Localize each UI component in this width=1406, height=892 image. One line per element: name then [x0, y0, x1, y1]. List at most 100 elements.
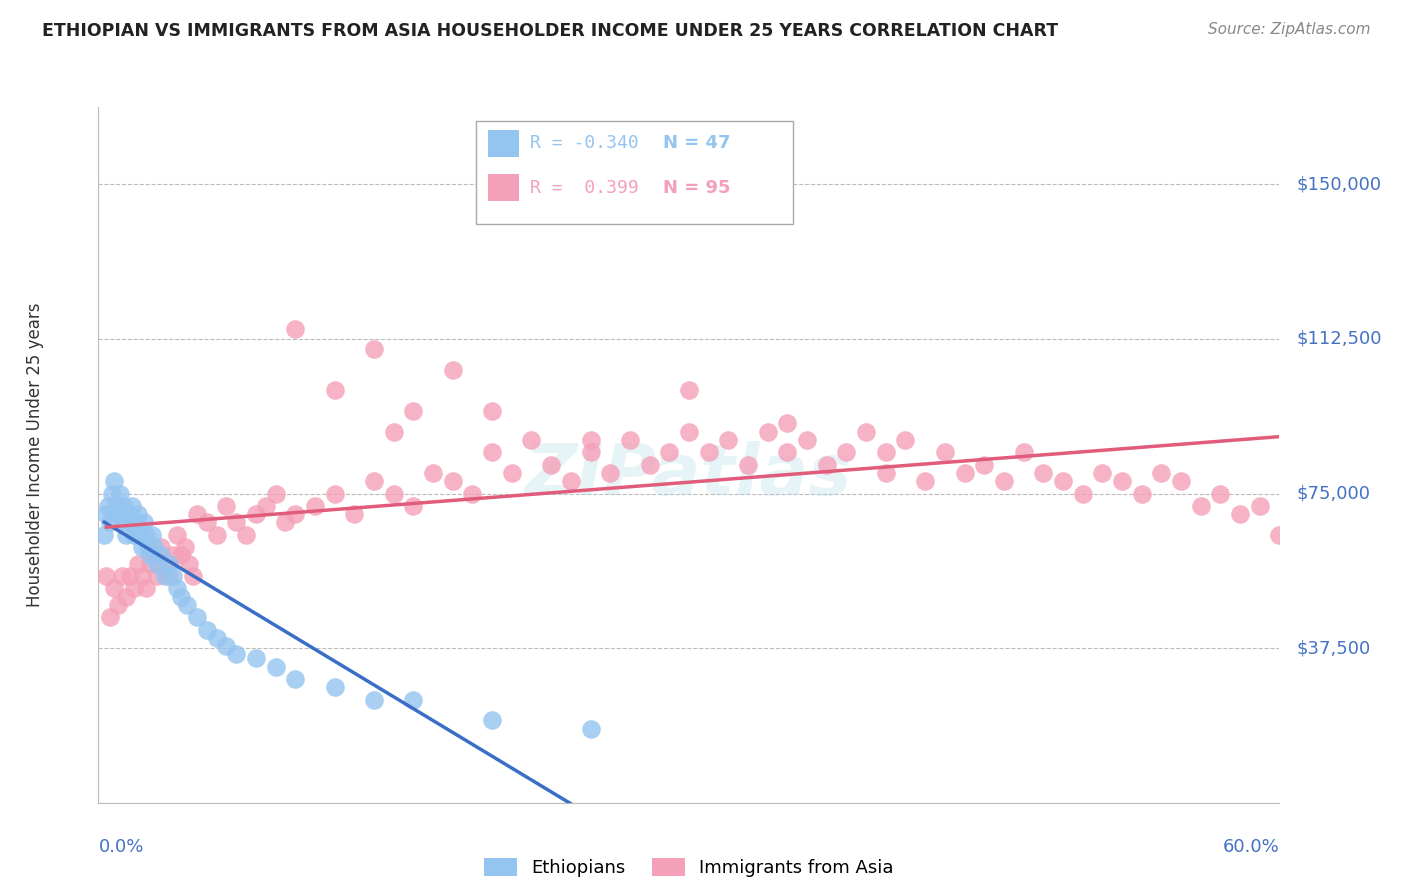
Point	[131, 540, 153, 554]
Point	[323, 384, 346, 398]
Point	[737, 458, 759, 472]
Text: ZIPatlas: ZIPatlas	[526, 442, 852, 510]
Point	[215, 639, 238, 653]
Point	[284, 507, 307, 521]
Point	[105, 499, 128, 513]
Point	[166, 528, 188, 542]
Point	[162, 569, 184, 583]
Point	[141, 528, 163, 542]
Point	[166, 582, 188, 596]
Point	[111, 516, 134, 530]
Point	[540, 458, 562, 472]
Point	[264, 659, 287, 673]
Text: Source: ZipAtlas.com: Source: ZipAtlas.com	[1208, 22, 1371, 37]
Point	[264, 486, 287, 500]
Point	[658, 445, 681, 459]
Point	[382, 486, 405, 500]
Point	[1150, 466, 1173, 480]
Point	[323, 681, 346, 695]
Point	[112, 499, 135, 513]
Point	[118, 569, 141, 583]
Point	[697, 445, 720, 459]
Point	[186, 507, 208, 521]
Point	[142, 549, 165, 563]
Point	[174, 540, 197, 554]
Point	[815, 458, 838, 472]
Point	[128, 528, 150, 542]
Point	[108, 486, 131, 500]
Point	[875, 466, 897, 480]
Point	[181, 569, 204, 583]
Point	[579, 445, 602, 459]
Point	[157, 569, 180, 583]
Point	[1091, 466, 1114, 480]
Point	[96, 569, 118, 583]
Point	[125, 516, 148, 530]
Point	[93, 528, 115, 542]
Point	[678, 384, 700, 398]
Point	[441, 474, 464, 488]
Point	[835, 445, 858, 459]
Point	[245, 507, 267, 521]
Point	[111, 569, 134, 583]
Point	[382, 425, 405, 439]
Text: R = -0.340: R = -0.340	[530, 135, 638, 153]
Text: R =  0.399: R = 0.399	[530, 179, 638, 197]
Point	[101, 486, 124, 500]
Point	[481, 445, 503, 459]
Point	[973, 458, 995, 472]
Point	[678, 425, 700, 439]
Point	[756, 425, 779, 439]
Point	[363, 474, 385, 488]
Point	[284, 672, 307, 686]
Point	[103, 474, 125, 488]
Legend: Ethiopians, Immigrants from Asia: Ethiopians, Immigrants from Asia	[477, 850, 901, 884]
Point	[323, 486, 346, 500]
Point	[96, 507, 118, 521]
Point	[107, 598, 129, 612]
Point	[599, 466, 621, 480]
Point	[176, 598, 198, 612]
Point	[146, 569, 169, 583]
Point	[118, 516, 141, 530]
Point	[579, 722, 602, 736]
Point	[402, 404, 425, 418]
Point	[1249, 499, 1271, 513]
Point	[776, 417, 799, 431]
Point	[422, 466, 444, 480]
Point	[132, 516, 155, 530]
Point	[150, 549, 173, 563]
Point	[304, 499, 326, 513]
Point	[117, 507, 139, 521]
Point	[855, 425, 877, 439]
Point	[142, 540, 165, 554]
Text: ETHIOPIAN VS IMMIGRANTS FROM ASIA HOUSEHOLDER INCOME UNDER 25 YEARS CORRELATION : ETHIOPIAN VS IMMIGRANTS FROM ASIA HOUSEH…	[42, 22, 1059, 40]
Point	[177, 557, 200, 571]
Point	[205, 631, 228, 645]
Point	[103, 582, 125, 596]
Text: $112,500: $112,500	[1296, 330, 1382, 348]
Point	[155, 569, 177, 583]
Point	[638, 458, 661, 472]
Point	[157, 557, 180, 571]
Point	[461, 486, 484, 500]
Point	[115, 590, 138, 604]
Point	[254, 499, 277, 513]
Point	[1189, 499, 1212, 513]
Point	[98, 610, 121, 624]
Point	[363, 343, 385, 357]
Point	[135, 582, 157, 596]
Point	[796, 433, 818, 447]
Point	[579, 433, 602, 447]
Point	[1071, 486, 1094, 500]
Point	[122, 582, 145, 596]
Point	[150, 540, 173, 554]
Point	[195, 516, 218, 530]
Text: N = 47: N = 47	[664, 135, 731, 153]
Text: $37,500: $37,500	[1296, 640, 1371, 657]
Point	[136, 540, 159, 554]
Point	[402, 499, 425, 513]
Point	[186, 610, 208, 624]
Point	[205, 528, 228, 542]
Point	[914, 474, 936, 488]
